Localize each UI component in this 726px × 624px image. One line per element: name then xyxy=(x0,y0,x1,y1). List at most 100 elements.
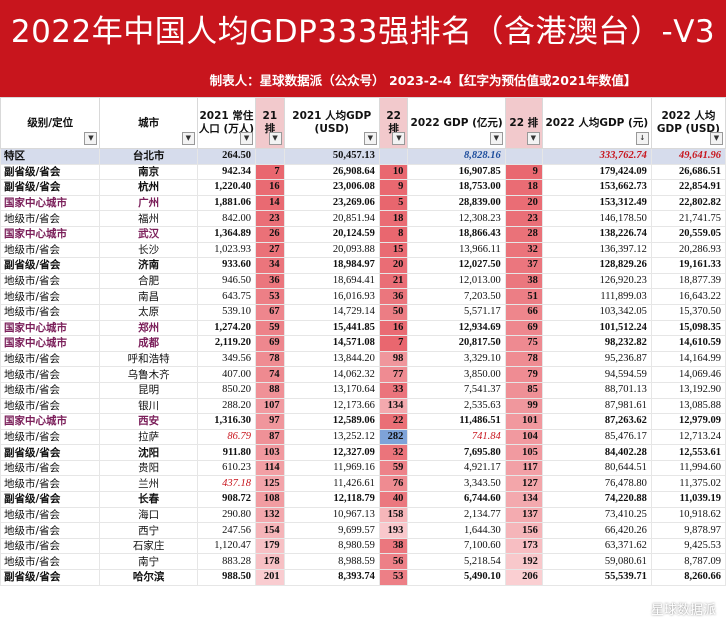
cell-rank-22b[interactable]: 85 xyxy=(504,381,543,399)
cell-gdp-per-capita-2021[interactable]: 12,589.06 xyxy=(283,413,380,430)
cell-population[interactable]: 946.50 xyxy=(196,272,257,290)
cell-gdp-2022[interactable]: 12,013.00 xyxy=(407,272,506,290)
cell-gdp-per-capita-usd[interactable]: 11,039.19 xyxy=(650,491,726,508)
cell-rank-22a[interactable]: 5 xyxy=(378,194,409,212)
cell-gdp-2022[interactable]: 12,934.69 xyxy=(407,319,506,337)
cell-city[interactable]: 南宁 xyxy=(99,553,198,571)
cell-population[interactable]: 933.60 xyxy=(196,257,257,274)
cell-gdp-per-capita-usd[interactable]: 12,979.09 xyxy=(650,413,726,430)
filter-icon[interactable]: ▼ xyxy=(268,132,282,145)
sort-desc-icon[interactable]: ↓ xyxy=(635,132,649,145)
cell-rank-22a[interactable]: 8 xyxy=(378,225,409,243)
cell-population[interactable]: 407.00 xyxy=(196,366,257,383)
cell-gdp-2022[interactable]: 7,695.80 xyxy=(407,444,506,461)
cell-gdp-2022[interactable]: 3,329.10 xyxy=(407,350,506,368)
cell-rank-2021[interactable]: 78 xyxy=(255,350,285,368)
cell-rank-22a[interactable]: 20 xyxy=(378,257,409,274)
cell-gdp-per-capita-cny[interactable]: 98,232.82 xyxy=(541,335,652,352)
cell-rank-22a[interactable]: 76 xyxy=(378,475,409,493)
cell-city[interactable]: 福州 xyxy=(99,210,198,227)
cell-rank-22a[interactable]: 56 xyxy=(378,553,409,571)
cell-gdp-per-capita-2021[interactable]: 11,426.61 xyxy=(283,475,380,493)
cell-gdp-per-capita-cny[interactable]: 136,397.12 xyxy=(541,241,652,259)
cell-gdp-2022[interactable]: 2,535.63 xyxy=(407,397,506,415)
cell-rank-22b[interactable]: 51 xyxy=(504,288,543,305)
cell-rank-22a[interactable]: 15 xyxy=(378,241,409,259)
cell-population[interactable]: 643.75 xyxy=(196,288,257,305)
cell-gdp-per-capita-usd[interactable]: 15,370.50 xyxy=(650,303,726,321)
cell-gdp-per-capita-cny[interactable]: 76,478.80 xyxy=(541,475,652,493)
cell-rank-2021[interactable]: 107 xyxy=(255,397,285,415)
cell-rank-2021[interactable]: 179 xyxy=(255,537,285,555)
cell-gdp-2022[interactable]: 741.84 xyxy=(407,428,506,446)
cell-level[interactable]: 国家中心城市 xyxy=(0,335,101,352)
cell-rank-22b[interactable]: 156 xyxy=(504,522,543,539)
cell-rank-2021[interactable]: 23 xyxy=(255,210,285,227)
cell-rank-22b[interactable]: 137 xyxy=(504,506,543,524)
cell-population[interactable]: 247.56 xyxy=(196,522,257,539)
cell-rank-22b[interactable]: 66 xyxy=(504,303,543,321)
cell-population[interactable]: 908.72 xyxy=(196,491,257,508)
cell-population[interactable]: 290.80 xyxy=(196,506,257,524)
cell-gdp-per-capita-cny[interactable]: 138,226.74 xyxy=(541,225,652,243)
cell-gdp-per-capita-2021[interactable]: 18,984.97 xyxy=(283,257,380,274)
cell-rank-22a[interactable]: 98 xyxy=(378,350,409,368)
cell-level[interactable]: 副省级/省会 xyxy=(0,569,101,586)
cell-level[interactable]: 国家中心城市 xyxy=(0,319,101,337)
cell-gdp-per-capita-usd[interactable]: 11,994.60 xyxy=(650,459,726,477)
cell-city[interactable]: 昆明 xyxy=(99,381,198,399)
cell-gdp-2022[interactable]: 5,571.17 xyxy=(407,303,506,321)
cell-rank-2021[interactable]: 59 xyxy=(255,319,285,337)
cell-rank-2021[interactable]: 53 xyxy=(255,288,285,305)
cell-rank-22a[interactable]: 16 xyxy=(378,319,409,337)
cell-rank-2021[interactable] xyxy=(255,148,285,165)
cell-rank-22b[interactable]: 23 xyxy=(504,210,543,227)
cell-city[interactable]: 成都 xyxy=(99,335,198,352)
cell-rank-2021[interactable]: 27 xyxy=(255,241,285,259)
cell-gdp-per-capita-cny[interactable]: 85,476.17 xyxy=(541,428,652,446)
cell-level[interactable]: 地级市/省会 xyxy=(0,288,101,305)
cell-city[interactable]: 济南 xyxy=(99,257,198,274)
cell-level[interactable]: 副省级/省会 xyxy=(0,444,101,461)
cell-level[interactable]: 地级市/省会 xyxy=(0,210,101,227)
cell-level[interactable]: 地级市/省会 xyxy=(0,553,101,571)
filter-icon[interactable]: ▼ xyxy=(363,132,377,145)
cell-level[interactable]: 国家中心城市 xyxy=(0,225,101,243)
filter-icon[interactable]: ▼ xyxy=(84,132,98,145)
cell-rank-2021[interactable]: 74 xyxy=(255,366,285,383)
cell-gdp-per-capita-2021[interactable]: 12,327.09 xyxy=(283,444,380,461)
cell-rank-2021[interactable]: 132 xyxy=(255,506,285,524)
cell-rank-2021[interactable]: 26 xyxy=(255,225,285,243)
cell-level[interactable]: 地级市/省会 xyxy=(0,350,101,368)
cell-rank-22a[interactable]: 134 xyxy=(378,397,409,415)
cell-gdp-per-capita-usd[interactable]: 19,161.33 xyxy=(650,257,726,274)
cell-city[interactable]: 海口 xyxy=(99,506,198,524)
cell-rank-2021[interactable]: 36 xyxy=(255,272,285,290)
filter-icon[interactable]: ▼ xyxy=(526,132,540,145)
cell-gdp-per-capita-cny[interactable]: 80,644.51 xyxy=(541,459,652,477)
cell-level[interactable]: 副省级/省会 xyxy=(0,163,101,181)
cell-rank-22a[interactable]: 21 xyxy=(378,272,409,290)
cell-gdp-per-capita-usd[interactable]: 10,918.62 xyxy=(650,506,726,524)
cell-rank-2021[interactable]: 108 xyxy=(255,491,285,508)
cell-gdp-per-capita-2021[interactable]: 18,694.41 xyxy=(283,272,380,290)
cell-level[interactable]: 地级市/省会 xyxy=(0,272,101,290)
cell-gdp-2022[interactable]: 18,753.00 xyxy=(407,179,506,196)
filter-icon[interactable]: ▼ xyxy=(181,132,195,145)
cell-gdp-per-capita-usd[interactable]: 14,164.99 xyxy=(650,350,726,368)
cell-gdp-per-capita-usd[interactable]: 9,425.53 xyxy=(650,537,726,555)
cell-gdp-per-capita-usd[interactable]: 9,878.97 xyxy=(650,522,726,539)
col-header-gdp-2022[interactable]: 2022 GDP (亿元) ▼ xyxy=(407,97,506,149)
cell-gdp-2022[interactable]: 3,850.00 xyxy=(407,366,506,383)
cell-rank-22b[interactable] xyxy=(504,148,543,165)
cell-gdp-2022[interactable]: 20,817.50 xyxy=(407,335,506,352)
cell-rank-22a[interactable]: 50 xyxy=(378,303,409,321)
cell-rank-22a[interactable]: 282 xyxy=(378,428,409,446)
cell-population[interactable]: 842.00 xyxy=(196,210,257,227)
cell-level[interactable]: 地级市/省会 xyxy=(0,241,101,259)
cell-rank-22b[interactable]: 9 xyxy=(504,163,543,181)
cell-rank-2021[interactable]: 178 xyxy=(255,553,285,571)
cell-gdp-per-capita-usd[interactable]: 49,641.96 xyxy=(650,148,726,165)
filter-icon[interactable]: ▼ xyxy=(710,132,723,145)
cell-gdp-per-capita-cny[interactable]: 153,662.73 xyxy=(541,179,652,196)
